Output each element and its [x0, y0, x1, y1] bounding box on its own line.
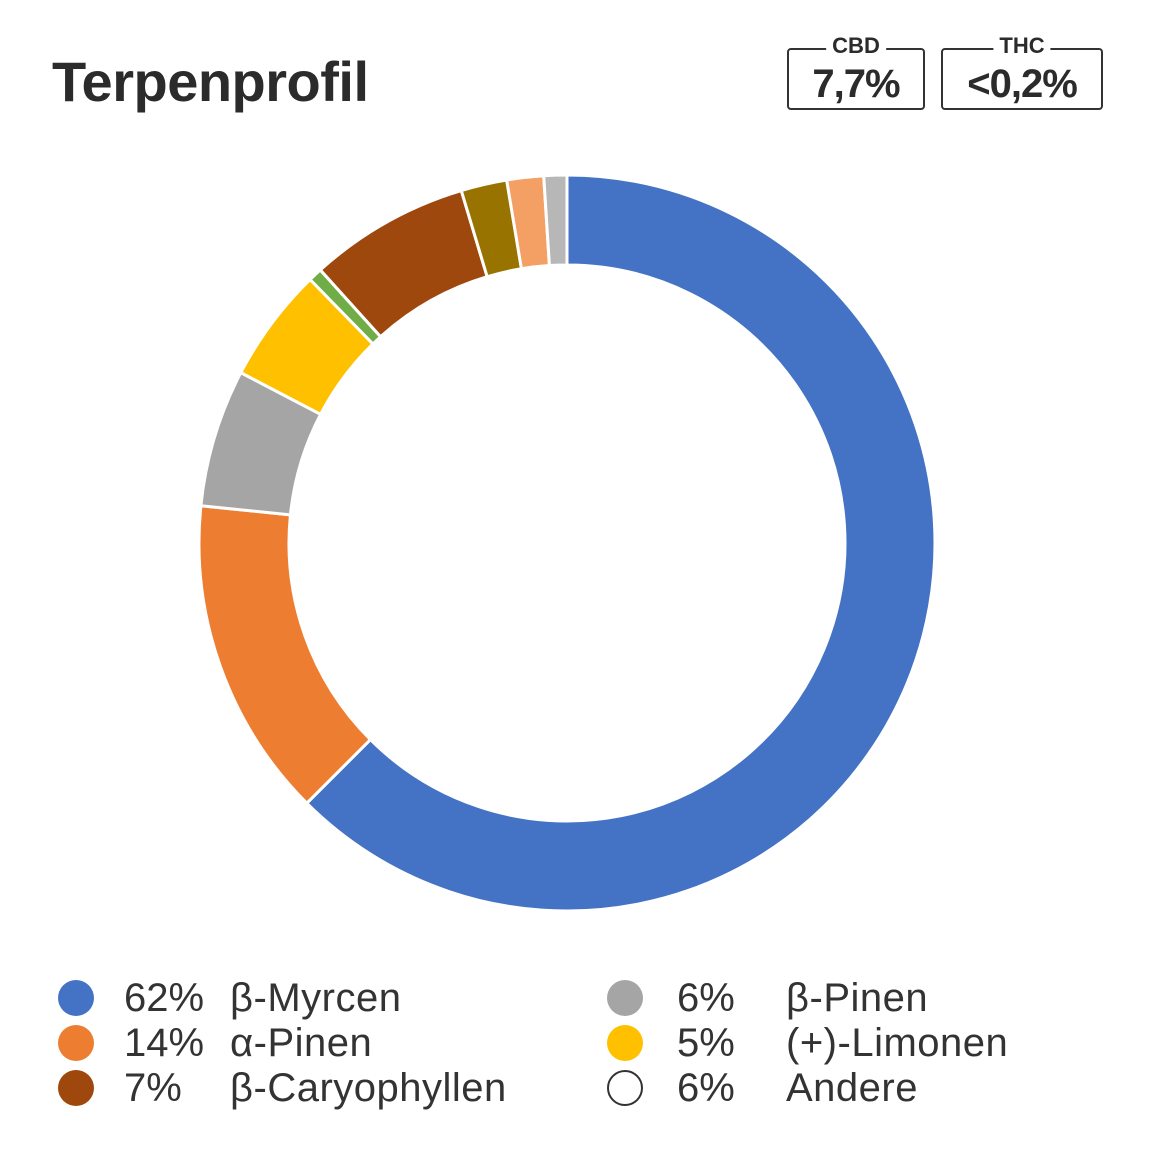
legend-percent: 7% [124, 1066, 182, 1110]
donut-slice [542, 173, 569, 268]
legend-label: β-Caryophyllen [230, 1066, 507, 1110]
legend-swatch [58, 980, 94, 1016]
donut-slice [305, 173, 937, 913]
legend-percent: 62% [124, 976, 205, 1020]
legend-percent: 6% [677, 1066, 735, 1110]
legend-item: 5% (+)-Limonen [607, 1019, 1107, 1065]
legend-swatch [58, 1070, 94, 1106]
legend-item: 6% Andere [607, 1064, 1107, 1110]
legend-percent: 14% [124, 1021, 205, 1065]
legend-label: β-Myrcen [230, 976, 402, 1020]
cbd-badge-label: CBD [826, 33, 886, 59]
thc-badge-label: THC [993, 33, 1051, 59]
legend-item: 7% β-Caryophyllen [58, 1064, 558, 1110]
thc-badge-value: <0,2% [967, 62, 1078, 106]
legend-swatch [607, 1025, 643, 1061]
donut-slice [197, 504, 372, 805]
legend-swatch [607, 1070, 643, 1106]
page-title: Terpenprofil [52, 50, 369, 113]
legend-label: (+)-Limonen [786, 1021, 1009, 1065]
legend-percent: 6% [677, 976, 735, 1020]
legend-item: 6% β-Pinen [607, 974, 1107, 1020]
cbd-badge: CBD 7,7% [787, 33, 925, 110]
legend-swatch [607, 980, 643, 1016]
thc-badge: THC <0,2% [941, 33, 1103, 110]
legend-item: 62% β-Myrcen [58, 974, 558, 1020]
cbd-badge-value: 7,7% [812, 62, 900, 106]
legend-label: β-Pinen [786, 976, 929, 1020]
legend-label: Andere [786, 1066, 918, 1110]
legend-label: α-Pinen [230, 1021, 373, 1065]
legend-item: 14% α-Pinen [58, 1019, 558, 1065]
legend-swatch [58, 1025, 94, 1061]
legend-percent: 5% [677, 1021, 735, 1065]
